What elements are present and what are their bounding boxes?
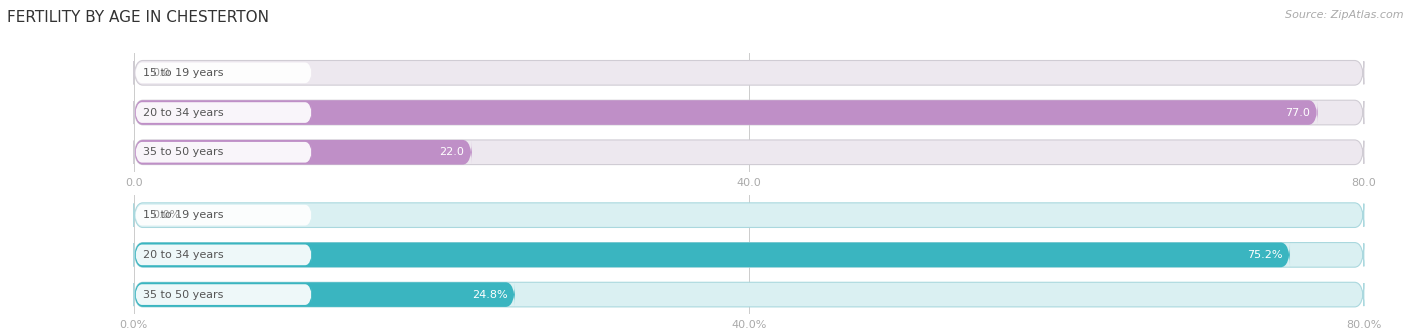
- Text: 35 to 50 years: 35 to 50 years: [143, 290, 224, 300]
- FancyBboxPatch shape: [134, 203, 1364, 227]
- FancyBboxPatch shape: [135, 142, 312, 163]
- FancyBboxPatch shape: [134, 282, 515, 307]
- Text: 15 to 19 years: 15 to 19 years: [143, 210, 224, 220]
- FancyBboxPatch shape: [134, 243, 1364, 267]
- FancyBboxPatch shape: [134, 243, 1291, 267]
- FancyBboxPatch shape: [135, 245, 312, 265]
- Text: 77.0: 77.0: [1285, 108, 1310, 118]
- FancyBboxPatch shape: [135, 102, 312, 123]
- Text: 20 to 34 years: 20 to 34 years: [143, 250, 224, 260]
- FancyBboxPatch shape: [135, 284, 312, 305]
- FancyBboxPatch shape: [135, 205, 312, 225]
- FancyBboxPatch shape: [134, 61, 1364, 85]
- FancyBboxPatch shape: [134, 100, 1317, 125]
- FancyBboxPatch shape: [134, 282, 1364, 307]
- FancyBboxPatch shape: [134, 140, 1364, 165]
- FancyBboxPatch shape: [134, 100, 1364, 125]
- Text: 0.0%: 0.0%: [152, 210, 180, 220]
- Text: 0.0: 0.0: [152, 68, 170, 78]
- Text: Source: ZipAtlas.com: Source: ZipAtlas.com: [1285, 10, 1403, 20]
- Text: 22.0: 22.0: [439, 147, 464, 157]
- Text: 35 to 50 years: 35 to 50 years: [143, 147, 224, 157]
- Text: 24.8%: 24.8%: [471, 290, 508, 300]
- Text: 15 to 19 years: 15 to 19 years: [143, 68, 224, 78]
- Text: FERTILITY BY AGE IN CHESTERTON: FERTILITY BY AGE IN CHESTERTON: [7, 10, 269, 25]
- FancyBboxPatch shape: [134, 140, 472, 165]
- Text: 20 to 34 years: 20 to 34 years: [143, 108, 224, 118]
- FancyBboxPatch shape: [135, 63, 312, 83]
- Text: 75.2%: 75.2%: [1247, 250, 1282, 260]
